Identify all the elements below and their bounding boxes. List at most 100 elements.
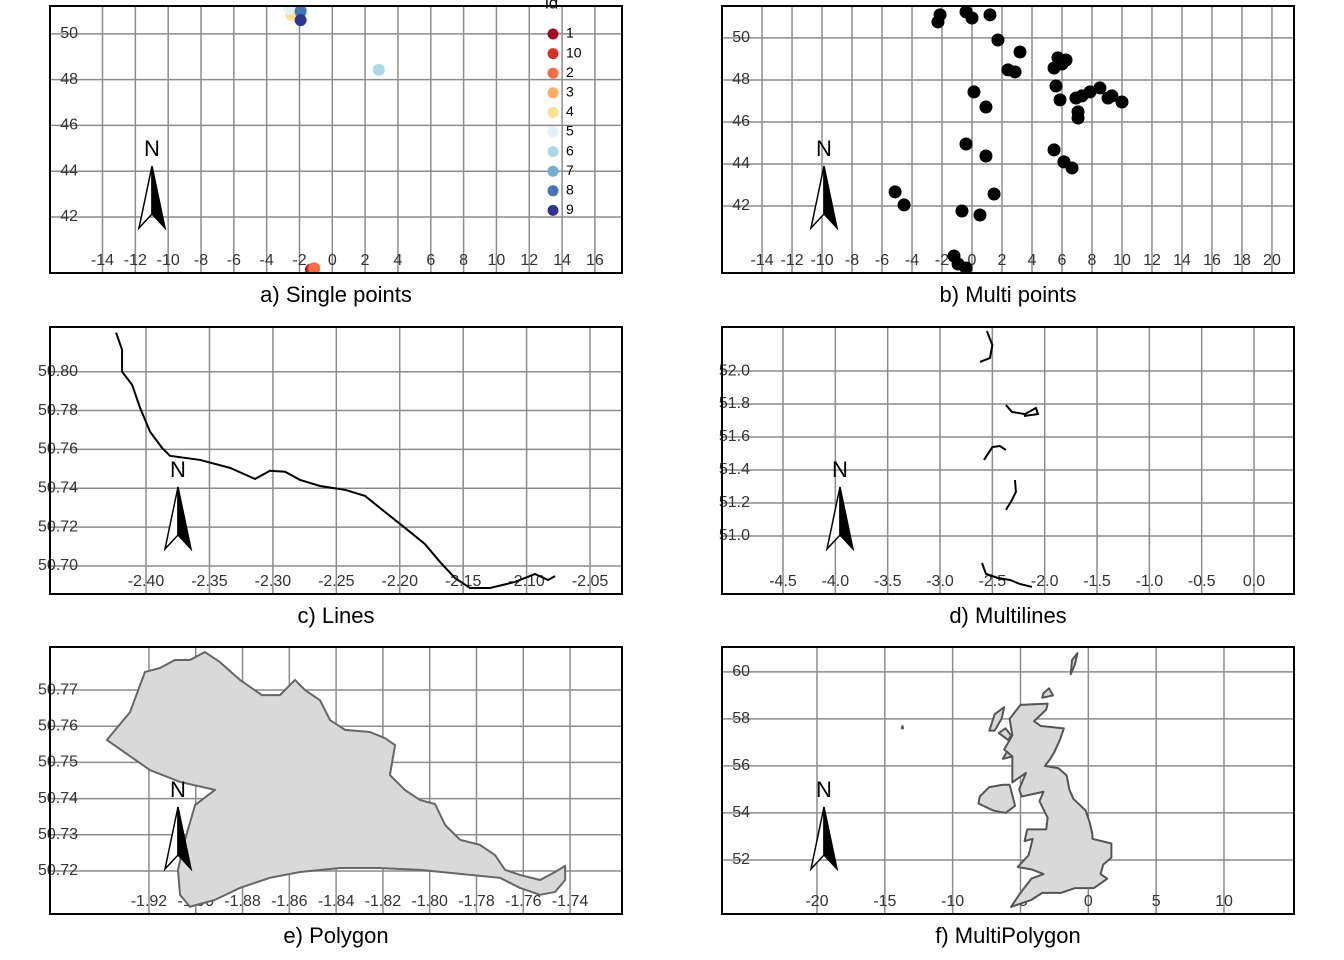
legend-key xyxy=(547,204,559,216)
polygon xyxy=(1001,750,1014,760)
y-tick-label: 54 xyxy=(732,804,750,821)
point xyxy=(1059,53,1073,67)
x-tick-label: 16 xyxy=(1203,252,1221,269)
point xyxy=(967,85,981,99)
point xyxy=(959,261,973,273)
x-tick-label: -1.80 xyxy=(411,893,448,910)
x-tick-label: -2.30 xyxy=(255,573,292,590)
point xyxy=(979,100,993,114)
y-tick-label: 50.77 xyxy=(38,681,78,698)
y-tick-label: 50.76 xyxy=(38,441,78,458)
point xyxy=(294,14,307,27)
x-tick-label: -2.20 xyxy=(382,573,419,590)
x-tick-label: -10 xyxy=(941,893,964,910)
legend-label: 10 xyxy=(566,44,582,60)
point xyxy=(987,187,1001,201)
line xyxy=(979,330,1040,588)
x-tick-label: 14 xyxy=(553,252,571,269)
panel-caption: a) Single points xyxy=(260,282,412,307)
y-tick-label: 60 xyxy=(732,663,750,680)
point xyxy=(931,15,945,29)
point xyxy=(983,8,997,22)
point xyxy=(888,185,902,199)
north-label: N xyxy=(170,777,186,802)
x-tick-label: 2 xyxy=(998,252,1007,269)
panel-border xyxy=(49,646,623,915)
data-layer xyxy=(979,330,1040,588)
y-tick-label: 50.73 xyxy=(38,826,78,843)
legend-key xyxy=(547,28,559,40)
x-tick-label: -4 xyxy=(260,252,274,269)
point xyxy=(372,63,385,76)
grid xyxy=(722,647,1294,914)
x-tick-label: -1.92 xyxy=(131,893,168,910)
north-arrow-right xyxy=(823,165,839,231)
data-layer xyxy=(283,6,385,273)
legend-key xyxy=(547,106,559,118)
panel-border xyxy=(721,5,1295,274)
polygon xyxy=(1041,687,1055,699)
polygon xyxy=(977,783,1017,814)
legend-key xyxy=(547,126,559,138)
y-tick-label: 52 xyxy=(732,851,750,868)
x-tick-label: 4 xyxy=(394,252,403,269)
panel-border xyxy=(721,326,1295,595)
point xyxy=(979,149,993,163)
y-tick-label: 50.74 xyxy=(38,790,78,807)
legend-key xyxy=(547,185,559,197)
y-tick-label: 50.80 xyxy=(38,363,78,380)
legend-label: 3 xyxy=(566,84,574,100)
y-tick-label: 44 xyxy=(60,162,78,179)
north-arrow-right xyxy=(151,165,167,231)
x-tick-label: -1.0 xyxy=(1136,573,1164,590)
y-tick-label: 52.0 xyxy=(719,362,750,379)
x-tick-label: 0 xyxy=(328,252,337,269)
legend-label: 2 xyxy=(566,64,574,80)
polygon xyxy=(1069,652,1079,676)
point xyxy=(1065,161,1079,175)
point xyxy=(1053,93,1067,107)
panel-caption: e) Polygon xyxy=(283,923,388,948)
x-tick-label: -20 xyxy=(805,893,828,910)
point xyxy=(1008,65,1022,79)
x-tick-label: 10 xyxy=(488,252,506,269)
x-tick-label: -4.5 xyxy=(769,573,797,590)
x-tick-label: 6 xyxy=(1058,252,1067,269)
data-layer xyxy=(105,651,567,908)
legend-key xyxy=(547,48,559,60)
x-tick-label: 8 xyxy=(1088,252,1097,269)
point xyxy=(1013,45,1027,59)
grid xyxy=(722,6,1294,273)
y-tick-label: 58 xyxy=(732,710,750,727)
legend-label: 5 xyxy=(566,123,574,139)
legend-key xyxy=(547,67,559,79)
panel-caption: c) Lines xyxy=(297,603,374,628)
point xyxy=(1047,143,1061,157)
point xyxy=(1071,111,1085,125)
map-panel: -2.40 -2.35 -2.30 -2.25 -2.20 -2.15 -2.10 -2.05… xyxy=(38,326,623,628)
polygon xyxy=(900,724,905,730)
y-tick-label: 51.6 xyxy=(719,428,750,445)
point xyxy=(294,6,307,18)
y-tick-label: 50.72 xyxy=(38,862,78,879)
y-tick-label: 46 xyxy=(60,117,78,134)
x-tick-label: 0 xyxy=(1084,893,1093,910)
map-panel: -14 -12 -10 -8 -6 -4 -2 0 2 4 6 8 10 12 14 16 18 20424446… xyxy=(721,5,1295,307)
grid xyxy=(50,6,622,273)
legend-label: 7 xyxy=(566,162,574,178)
north-label: N xyxy=(144,136,160,161)
y-tick-label: 48 xyxy=(60,71,78,88)
legend-label: 1 xyxy=(566,25,574,41)
x-tick-label: -10 xyxy=(157,252,180,269)
legend-label: 6 xyxy=(566,142,574,158)
legend-label: 9 xyxy=(566,201,574,217)
x-tick-label: -15 xyxy=(873,893,896,910)
y-tick-label: 51.8 xyxy=(719,395,750,412)
map-panel: -20-15-10-505105254565860Nf) MultiPolygo… xyxy=(721,646,1295,948)
x-tick-label: -3.0 xyxy=(926,573,954,590)
map-panel: -1.92-1.90-1.88-1.86-1.84-1.82-1.80-1.78… xyxy=(38,646,623,948)
x-tick-label: 5 xyxy=(1152,893,1161,910)
y-tick-label: 50.72 xyxy=(38,518,78,535)
